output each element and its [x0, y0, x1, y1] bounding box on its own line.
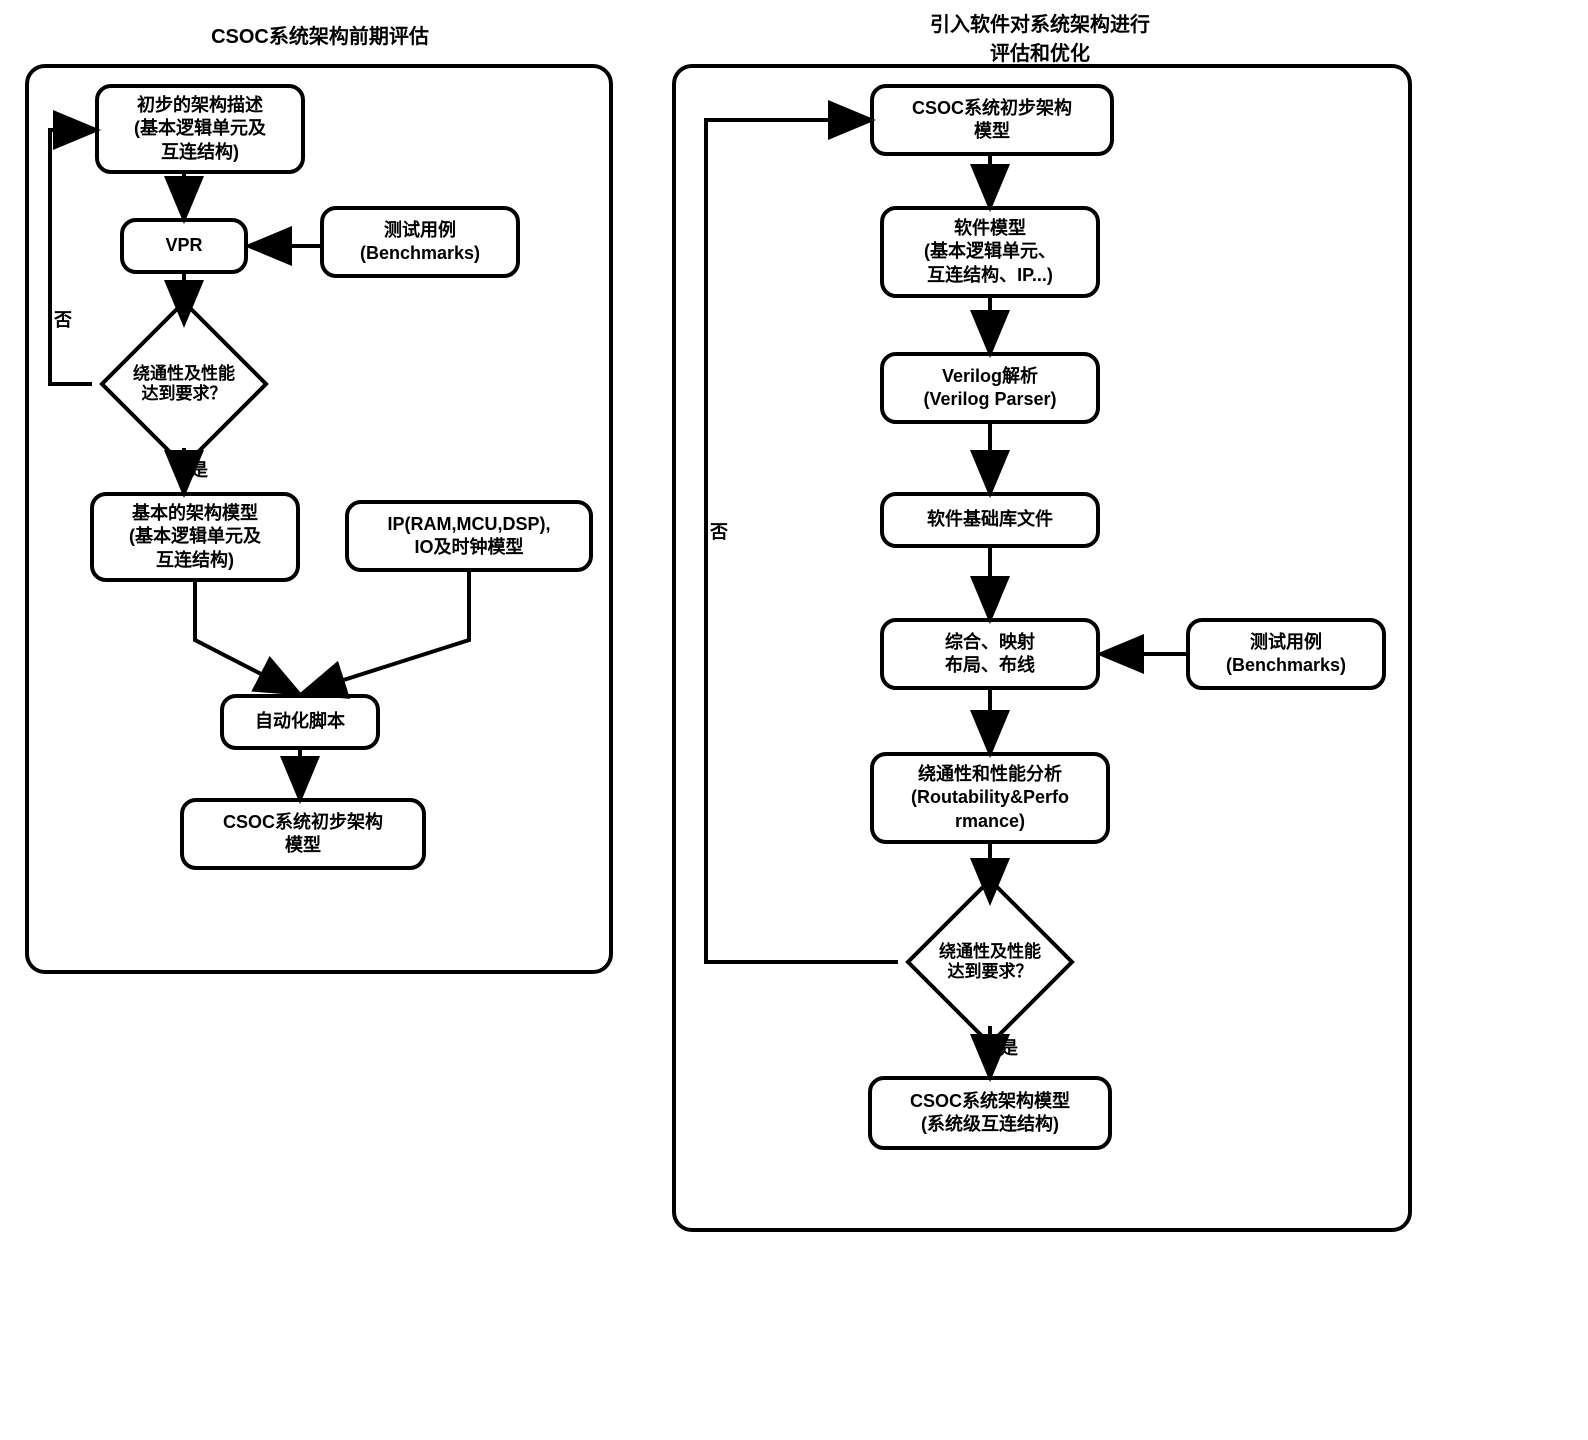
- left-node-script: 自动化脚本: [220, 694, 380, 750]
- left-node-csoc-model: CSOC系统初步架构 模型: [180, 798, 426, 870]
- left-panel-title: CSOC系统架构前期评估: [170, 20, 470, 49]
- right-node-synthesis: 综合、映射 布局、布线: [880, 618, 1100, 690]
- right-node-verilog: Verilog解析 (Verilog Parser): [880, 352, 1100, 424]
- right-label-yes: 是: [1000, 1034, 1018, 1060]
- right-label-no: 否: [710, 518, 728, 544]
- right-node-benchmarks: 测试用例 (Benchmarks): [1186, 618, 1386, 690]
- left-label-yes: 是: [190, 456, 208, 482]
- left-node-ip-io: IP(RAM,MCU,DSP), IO及时钟模型: [345, 500, 593, 572]
- left-node-basic-arch: 基本的架构模型 (基本逻辑单元及 互连结构): [90, 492, 300, 582]
- left-node-vpr: VPR: [120, 218, 248, 274]
- right-node-csoc-init: CSOC系统初步架构 模型: [870, 84, 1114, 156]
- right-node-routability: 绕通性和性能分析 (Routability&Perfo rmance): [870, 752, 1110, 844]
- right-diamond-decision: 绕通性及性能 达到要求？: [898, 902, 1082, 1022]
- right-node-final-model: CSOC系统架构模型 (系统级互连结构): [868, 1076, 1112, 1150]
- left-diamond-decision: 绕通性及性能 达到要求？: [92, 324, 276, 444]
- right-node-software-model: 软件模型 (基本逻辑单元、 互连结构、IP...): [880, 206, 1100, 298]
- left-node-benchmarks: 测试用例 (Benchmarks): [320, 206, 520, 278]
- right-node-library: 软件基础库文件: [880, 492, 1100, 548]
- left-label-no: 否: [54, 306, 72, 332]
- left-node-initial-arch: 初步的架构描述 (基本逻辑单元及 互连结构): [95, 84, 305, 174]
- right-panel-title: 引入软件对系统架构进行 评估和优化: [840, 8, 1240, 66]
